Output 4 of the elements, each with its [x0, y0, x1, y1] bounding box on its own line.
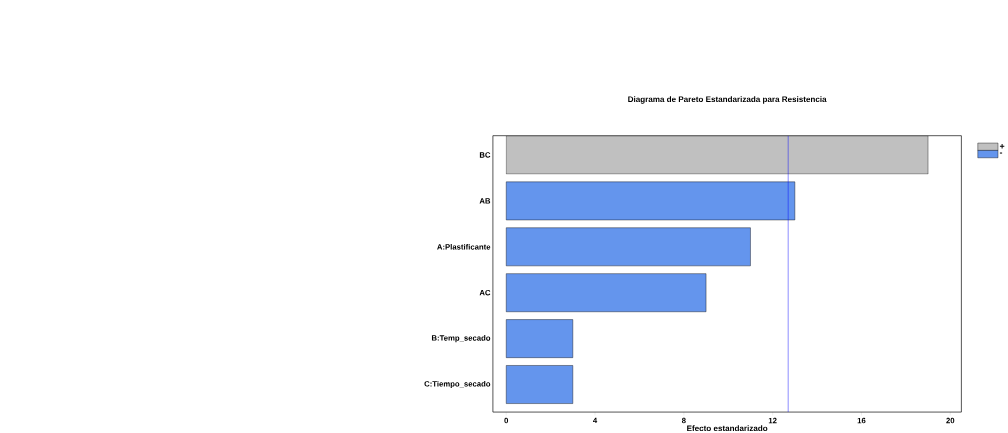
- chart-title: Diagrama de Pareto Estandarizada para Resistencia: [628, 95, 827, 104]
- legend-label: +: [999, 143, 1005, 149]
- legend-label: -: [999, 152, 1003, 154]
- x-axis-title: Efecto estandarizado: [687, 425, 768, 431]
